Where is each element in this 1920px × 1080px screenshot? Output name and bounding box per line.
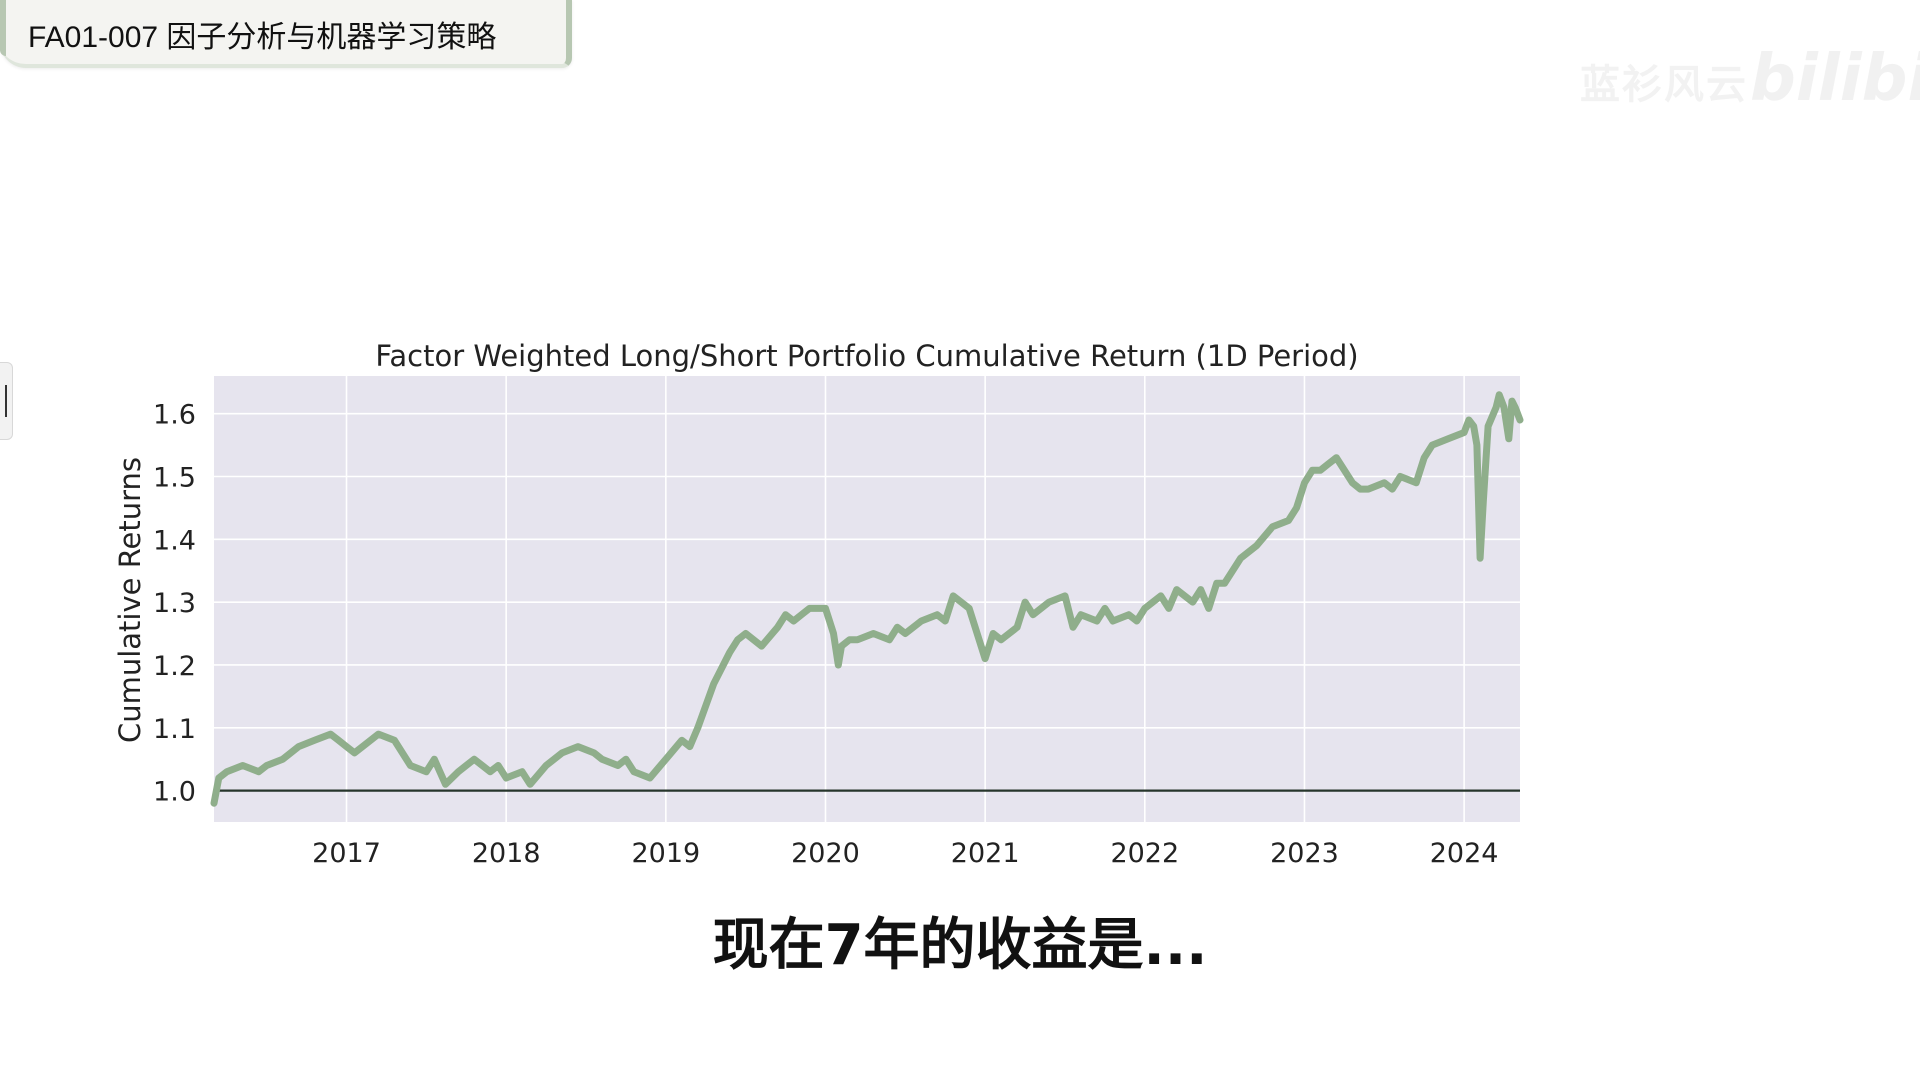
video-caption: 现在7年的收益是... xyxy=(712,913,1208,978)
x-axis-ticks: 2017 2018 2019 2020 2021 2022 2023 2024 xyxy=(312,838,1498,869)
y-tick-label: 1.2 xyxy=(153,651,196,682)
video-title-tab: FA01-007 因子分析与机器学习策略 xyxy=(0,0,572,68)
x-tick-label: 2020 xyxy=(791,838,860,869)
series-line-cumulative-returns xyxy=(210,391,1524,807)
grip-icon xyxy=(5,385,7,417)
y-tick-label: 1.1 xyxy=(153,714,196,745)
y-tick-label: 1.5 xyxy=(153,463,196,494)
x-tick-label: 2017 xyxy=(312,838,381,869)
y-tick-label: 1.3 xyxy=(153,588,196,619)
y-axis-ticks: 1.0 1.1 1.2 1.3 1.4 1.5 1.6 xyxy=(153,400,196,808)
watermark: 蓝衫风云 bilibili xyxy=(1580,28,1920,128)
x-tick-label: 2023 xyxy=(1270,838,1339,869)
y-tick-label: 1.6 xyxy=(153,400,196,431)
x-tick-label: 2018 xyxy=(472,838,541,869)
side-panel-handle[interactable] xyxy=(0,362,13,440)
x-tick-label: 2021 xyxy=(951,838,1020,869)
cumulative-return-chart: Factor Weighted Long/Short Portfolio Cum… xyxy=(113,339,1524,869)
x-tick-label: 2019 xyxy=(631,838,700,869)
video-title: FA01-007 因子分析与机器学习策略 xyxy=(28,21,497,54)
y-axis-label: Cumulative Returns xyxy=(113,457,147,743)
x-tick-label: 2022 xyxy=(1110,838,1179,869)
watermark-text: 蓝衫风云 xyxy=(1580,62,1748,108)
plot-area xyxy=(214,376,1520,822)
x-tick-label: 2024 xyxy=(1430,838,1499,869)
tab-accent-bar xyxy=(0,0,6,56)
bilibili-logo: bilibili xyxy=(1750,42,1920,116)
chart-title: Factor Weighted Long/Short Portfolio Cum… xyxy=(375,339,1358,373)
y-tick-label: 1.0 xyxy=(153,777,196,808)
y-tick-label: 1.4 xyxy=(153,525,196,556)
